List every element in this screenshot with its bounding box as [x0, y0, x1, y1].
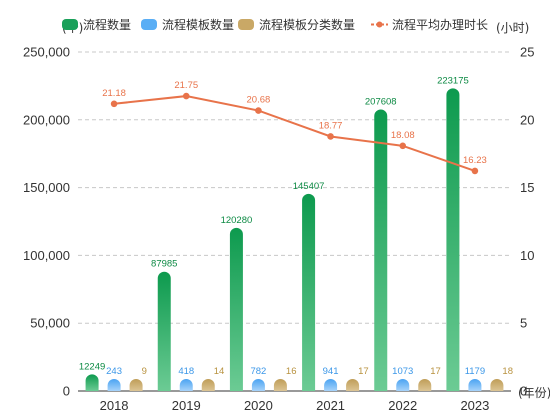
bar-1-2021 — [324, 379, 338, 391]
line-data-label: 20.68 — [247, 95, 271, 106]
x-tick-label: 2022 — [388, 398, 417, 413]
line-data-label: 21.18 — [102, 88, 126, 99]
bar-0-2022 — [374, 109, 388, 392]
bar-data-label: 418 — [178, 366, 194, 377]
bar-data-label: 1073 — [392, 366, 413, 377]
line-point-2021 — [327, 133, 334, 140]
bar-2-2018 — [129, 379, 143, 391]
legend-swatch — [62, 19, 78, 30]
y-left-tick-label: 150,000 — [23, 180, 70, 195]
y-right-axis-label: (小时) — [496, 21, 529, 35]
y-left-tick-label: 250,000 — [23, 45, 70, 60]
legend-marker — [376, 21, 383, 28]
line-data-label: 18.08 — [391, 130, 415, 141]
x-tick-label: 2019 — [172, 398, 201, 413]
bar-2-2022 — [418, 379, 432, 391]
legend-label: 流程平均办理时长 — [392, 17, 488, 32]
x-axis-label: (年份) — [518, 386, 550, 400]
y-right-tick-label: 5 — [520, 316, 527, 331]
bar-2-2023 — [490, 379, 504, 391]
bar-data-label: 12249 — [79, 361, 105, 372]
bar-2-2020 — [273, 379, 287, 391]
x-tick-label: 2021 — [316, 398, 345, 413]
y-left-tick-label: 100,000 — [23, 248, 70, 263]
bar-data-label: 18 — [502, 366, 513, 377]
bar-1-2023 — [468, 379, 482, 391]
y-right-tick-label: 25 — [520, 45, 534, 60]
bar-data-label: 207608 — [365, 96, 397, 107]
y-left-tick-label: 0 — [63, 384, 70, 399]
bar-0-2020 — [229, 227, 243, 391]
bar-data-label: 1179 — [465, 366, 485, 377]
y-right-tick-label: 15 — [520, 180, 534, 195]
bar-data-label: 17 — [358, 366, 369, 377]
legend-label: 流程模板分类数量 — [259, 17, 355, 32]
line-data-label: 21.75 — [174, 80, 198, 91]
bar-data-label: 120280 — [221, 215, 253, 226]
line-point-2022 — [399, 142, 407, 150]
bar-data-label: 782 — [250, 366, 266, 377]
y-right-tick-label: 0 — [520, 384, 527, 399]
legend-swatch — [141, 19, 157, 30]
bar-data-label: 145407 — [293, 181, 325, 192]
bar-data-label: 14 — [214, 366, 225, 377]
bar-1-2020 — [251, 379, 265, 391]
bar-0-2018 — [85, 374, 99, 391]
y-right-tick-label: 20 — [520, 112, 534, 127]
bar-data-label: 223175 — [437, 75, 469, 86]
bar-1-2022 — [396, 379, 410, 391]
x-tick-label: 2023 — [460, 398, 489, 413]
bar-data-label: 17 — [430, 366, 441, 377]
bar-data-label: 16 — [286, 366, 297, 377]
legend-label: 流程模板数量 — [162, 17, 234, 32]
legend-label: 流程数量 — [83, 17, 131, 32]
bar-0-2023 — [446, 88, 460, 392]
bar-data-label: 87985 — [151, 259, 177, 270]
y-right-tick-label: 10 — [520, 248, 534, 263]
bar-2-2021 — [346, 379, 360, 391]
bar-0-2019 — [157, 271, 171, 391]
x-tick-label: 2018 — [100, 398, 129, 413]
line-series — [113, 95, 476, 172]
line-point-2018 — [110, 100, 118, 108]
bar-0-2021 — [302, 193, 316, 391]
x-tick-label: 2020 — [244, 398, 273, 413]
bar-data-label: 9 — [142, 366, 147, 377]
line-data-label: 18.77 — [319, 120, 343, 131]
y-left-tick-label: 50,000 — [30, 316, 70, 331]
bar-2-2019 — [201, 379, 215, 391]
line-data-label: 16.23 — [463, 155, 487, 166]
y-left-tick-label: 200,000 — [23, 112, 70, 127]
line-point-2019 — [182, 92, 190, 100]
bar-1-2019 — [179, 379, 193, 391]
bar-1-2018 — [107, 379, 121, 391]
bar-data-label: 243 — [106, 366, 122, 377]
line-point-2023 — [471, 167, 479, 175]
line-point-2020 — [255, 107, 262, 114]
legend-swatch — [238, 19, 254, 30]
bar-data-label: 941 — [323, 366, 339, 377]
